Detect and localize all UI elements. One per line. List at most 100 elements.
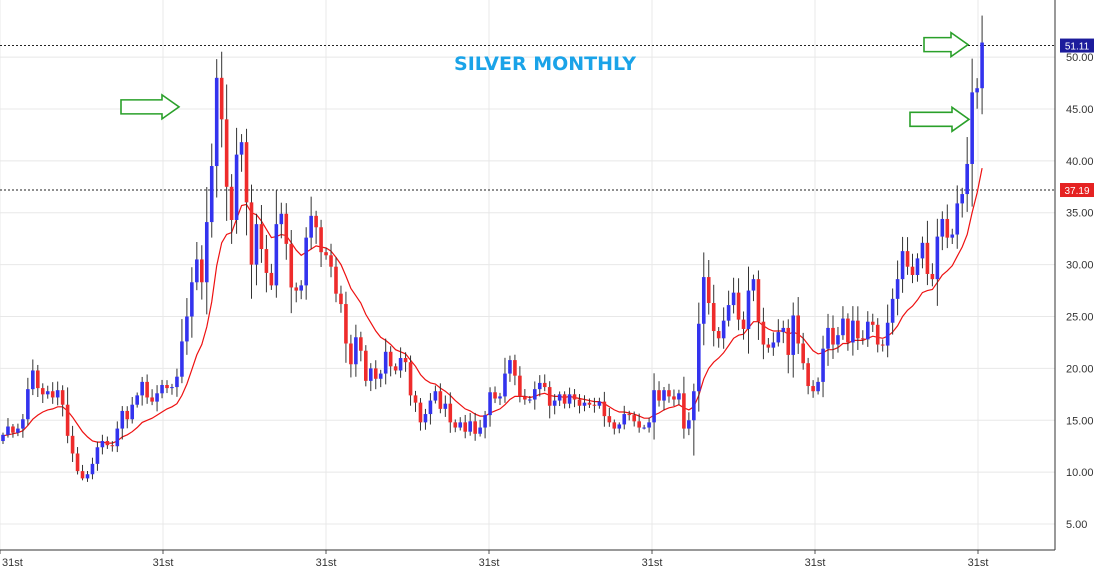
- candle-up: [433, 391, 438, 401]
- candle-down: [364, 350, 368, 381]
- candle-up: [45, 391, 50, 395]
- candle-up: [85, 474, 90, 479]
- candlesticks: [1, 15, 984, 482]
- candle-up: [26, 389, 30, 420]
- candle-up: [175, 376, 179, 388]
- candle-up: [970, 92, 974, 164]
- candle-down: [627, 414, 632, 416]
- candle-down: [637, 421, 641, 428]
- candle-up: [483, 415, 487, 428]
- candle-down: [200, 259, 204, 283]
- candle-down: [224, 119, 229, 187]
- candle-up: [537, 382, 542, 390]
- right-arrow-icon: [923, 31, 970, 59]
- candle-up: [726, 305, 731, 321]
- candle-up: [180, 341, 184, 377]
- candle-up: [508, 360, 512, 374]
- candle-up: [771, 342, 776, 348]
- candle-up: [652, 390, 656, 423]
- candle-down: [711, 303, 716, 332]
- y-tick-label: 50.00: [1066, 52, 1094, 64]
- candle-up: [100, 441, 105, 448]
- candle-down: [35, 370, 40, 389]
- candle-down: [741, 319, 746, 329]
- candle-down: [905, 251, 910, 267]
- candle-up: [701, 277, 706, 324]
- candle-up: [692, 391, 696, 421]
- x-tick-label: 31st: [968, 557, 989, 569]
- candle-down: [766, 344, 771, 348]
- candle-down: [65, 404, 70, 436]
- candle-down: [249, 202, 254, 265]
- candle-up: [90, 463, 95, 475]
- price-level-label: 37.19: [1064, 186, 1089, 197]
- candle-down: [334, 266, 338, 294]
- y-tick-label: 30.00: [1066, 260, 1094, 272]
- candle-up: [195, 259, 199, 283]
- candle-down: [577, 399, 582, 406]
- candle-down: [393, 366, 398, 371]
- candle-up: [821, 348, 825, 382]
- candle-up: [816, 381, 820, 392]
- candle-up: [687, 420, 691, 429]
- candle-down: [284, 213, 289, 244]
- candle-up: [170, 387, 174, 389]
- candle-down: [910, 266, 915, 275]
- candle-down: [219, 77, 224, 120]
- candle-up: [920, 242, 925, 259]
- candle-up: [582, 402, 587, 406]
- candle-up: [746, 290, 751, 329]
- y-tick-label: 40.00: [1066, 156, 1094, 168]
- candle-up: [488, 392, 492, 416]
- candle-up: [557, 394, 562, 401]
- candle-down: [930, 273, 935, 280]
- candle-up: [214, 77, 219, 167]
- candle-up: [895, 279, 900, 299]
- candle-down: [349, 343, 353, 365]
- candle-down: [547, 387, 552, 406]
- candle-down: [667, 390, 671, 397]
- candle-down: [875, 324, 880, 345]
- y-tick-label: 15.00: [1066, 415, 1094, 427]
- moving-average: [2, 167, 983, 444]
- candle-up: [309, 215, 313, 238]
- candle-up: [552, 400, 557, 406]
- candle-down: [831, 327, 835, 345]
- candle-up: [622, 414, 627, 425]
- candle-up: [617, 424, 622, 429]
- candle-up: [239, 142, 244, 155]
- y-tick-label: 45.00: [1066, 104, 1094, 116]
- candle-down: [438, 391, 443, 409]
- candle-down: [672, 396, 676, 400]
- x-tick-label: 31st: [479, 557, 500, 569]
- candle-down: [110, 445, 115, 447]
- candle-down: [706, 277, 711, 304]
- candle-up: [697, 323, 701, 392]
- candle-down: [861, 338, 865, 340]
- y-tick-label: 35.00: [1066, 208, 1094, 220]
- candle-up: [498, 396, 502, 399]
- candle-down: [165, 385, 169, 389]
- candle-up: [791, 315, 796, 355]
- candle-up: [140, 381, 144, 396]
- x-tick-label: 31st: [805, 557, 826, 569]
- candle-down: [329, 255, 333, 267]
- candle-down: [463, 422, 468, 432]
- candle-down: [811, 386, 815, 392]
- candle-down: [657, 390, 661, 401]
- candle-down: [796, 315, 800, 344]
- candle-up: [354, 337, 358, 365]
- candle-down: [359, 337, 363, 351]
- candle-up: [130, 404, 135, 420]
- candle-up: [567, 394, 572, 404]
- candle-up: [980, 42, 984, 89]
- candle-down: [229, 186, 234, 220]
- candle-down: [289, 243, 294, 288]
- candle-down: [105, 441, 110, 446]
- candle-up: [279, 213, 284, 225]
- candle-up: [528, 399, 532, 401]
- candle-down: [418, 402, 423, 423]
- candle-down: [80, 471, 85, 479]
- x-tick-label: 31st: [316, 557, 337, 569]
